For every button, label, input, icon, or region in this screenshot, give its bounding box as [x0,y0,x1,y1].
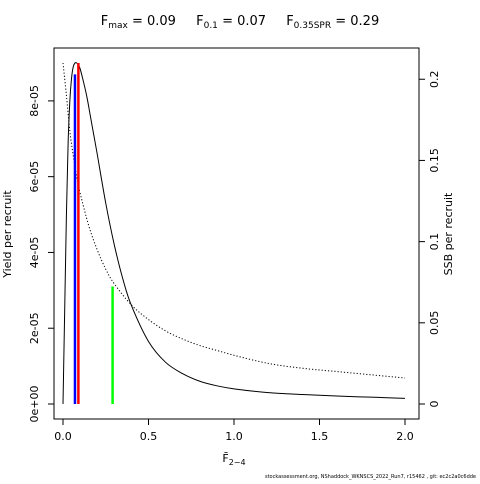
x-tick-label: 0.0 [54,430,72,443]
y-right-tick-label: 0.1 [428,233,441,251]
y-left-tick-label: 2e-05 [28,312,41,344]
x-axis-title: F̄2−4 [222,452,245,467]
chart-title: Fmax = 0.09 F0.1 = 0.07 F0.35SPR = 0.29 [0,14,480,31]
plot-frame [53,47,420,420]
y-left-tick-label: 4e-05 [28,237,41,269]
y-right-tick-label: 0 [428,401,441,408]
x-tick-label: 0.5 [140,430,158,443]
footer-note: stockassessment.org, NShaddock_WKNSCS_20… [264,474,476,480]
y-right-tick-label: 0.15 [428,148,441,173]
x-tick-label: 1.0 [225,430,243,443]
title-fmax: Fmax = 0.09 [100,14,176,31]
y-right-tick-label: 0.05 [428,311,441,336]
y-left-tick-label: 8e-05 [28,85,41,117]
y-left-tick-label: 0e+00 [28,386,41,423]
y-left-axis-title: Yield per recruit [1,190,14,279]
yield-per-recruit-line [62,62,406,405]
y-left-tick-label: 6e-05 [28,161,41,193]
title-f035spr: F0.35SPR = 0.29 [286,14,380,31]
x-tick-label: 1.5 [311,430,329,443]
ssb-per-recruit-line [62,62,406,379]
y-right-tick-label: 0.2 [428,70,441,88]
y-right-axis-title: SSB per recruit [442,192,455,275]
x-tick-label: 2.0 [396,430,414,443]
title-f01: F0.1 = 0.07 [196,14,267,31]
